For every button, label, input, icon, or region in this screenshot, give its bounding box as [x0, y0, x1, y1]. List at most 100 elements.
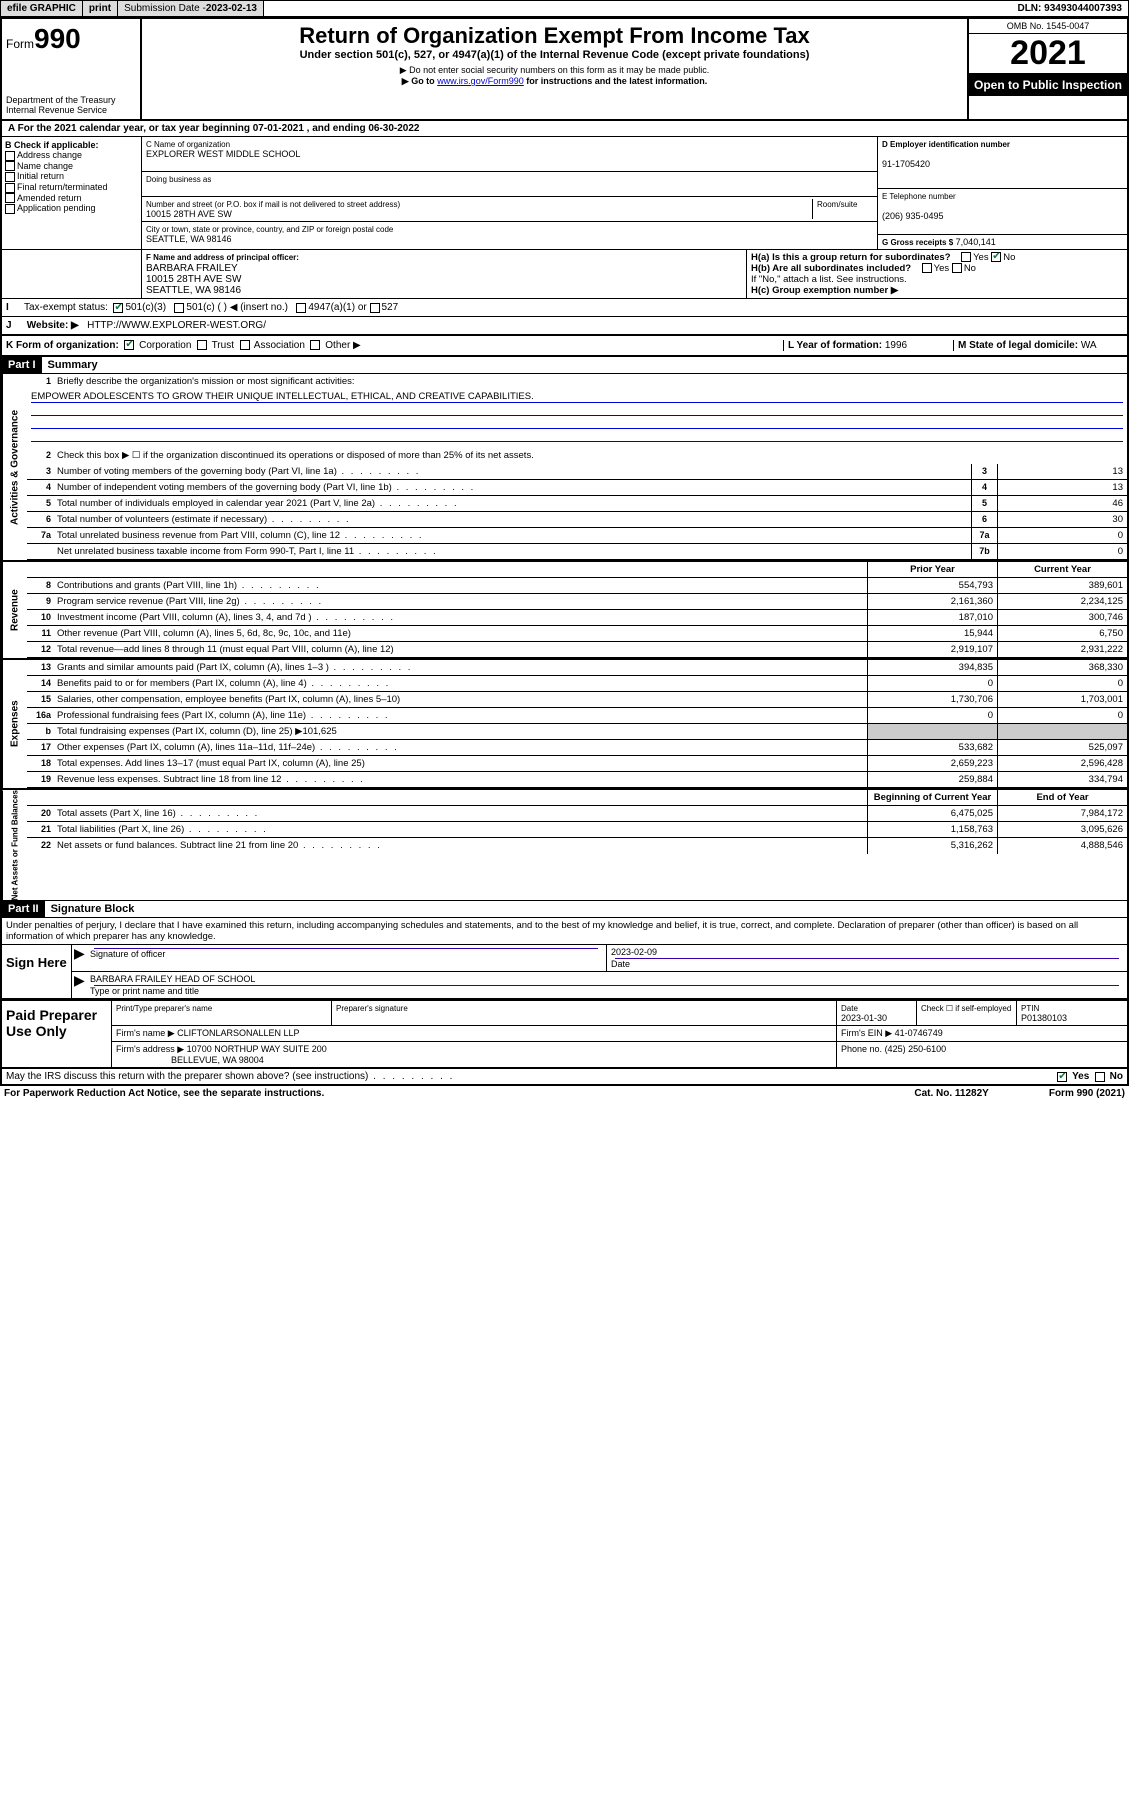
l20-c: 7,984,172	[997, 806, 1127, 821]
form-title: Return of Organization Exempt From Incom…	[146, 23, 963, 49]
checkbox-addr[interactable]	[5, 151, 15, 161]
part-1-header: Part I Summary	[2, 357, 1127, 374]
subtitle-2: ▶ Do not enter social security numbers o…	[146, 65, 963, 76]
summary-net-assets: Net Assets or Fund Balances Beginning of…	[2, 788, 1127, 901]
l7a-val: 0	[997, 528, 1127, 543]
l18-c: 2,596,428	[997, 756, 1127, 771]
form-page: Form990 Department of the Treasury Inter…	[0, 17, 1129, 1086]
state-domicile: WA	[1081, 340, 1097, 351]
form-number: Form990	[6, 23, 136, 55]
firm-name: CLIFTONLARSONALLEN LLP	[177, 1028, 299, 1038]
section-c: C Name of organizationEXPLORER WEST MIDD…	[142, 137, 877, 249]
officer-sig-name: BARBARA FRAILEY HEAD OF SCHOOL	[90, 974, 255, 984]
irs-link[interactable]: www.irs.gov/Form990	[437, 76, 524, 86]
officer-addr2: SEATTLE, WA 98146	[146, 285, 241, 296]
submission-date: Submission Date - 2023-02-13	[118, 1, 264, 16]
l21-c: 3,095,626	[997, 822, 1127, 837]
l22-p: 5,316,262	[867, 838, 997, 854]
checkbox-amend[interactable]	[5, 193, 15, 203]
section-d-e-g: D Employer identification number91-17054…	[877, 137, 1127, 249]
hb-yes[interactable]	[922, 263, 932, 273]
summary-governance: Activities & Governance 1Briefly describ…	[2, 374, 1127, 560]
print-button[interactable]: print	[83, 1, 118, 16]
b-label: B Check if applicable:	[5, 140, 99, 150]
dept-label: Department of the Treasury	[6, 95, 136, 105]
year-formation: 1996	[885, 340, 907, 351]
l14-p: 0	[867, 676, 997, 691]
sig-declaration: Under penalties of perjury, I declare th…	[2, 918, 1127, 945]
l22-c: 4,888,546	[997, 838, 1127, 854]
l4-val: 13	[997, 480, 1127, 495]
firm-addr: 10700 NORTHUP WAY SUITE 200	[187, 1044, 327, 1054]
l7b-val: 0	[997, 544, 1127, 559]
l3-val: 13	[997, 464, 1127, 479]
city-state-zip: SEATTLE, WA 98146	[146, 234, 232, 244]
checkbox-app[interactable]	[5, 204, 15, 214]
checkbox-init[interactable]	[5, 172, 15, 182]
efile-button[interactable]: efile GRAPHIC	[1, 1, 83, 16]
cb-501c3[interactable]	[113, 303, 123, 313]
tax-exempt-row: I Tax-exempt status: 501(c)(3) 501(c) ( …	[2, 298, 1127, 317]
cb-corp[interactable]	[124, 340, 134, 350]
l9-p: 2,161,360	[867, 594, 997, 609]
discuss-no[interactable]	[1095, 1072, 1105, 1082]
ha-no[interactable]	[991, 252, 1001, 262]
sign-here-label: Sign Here	[2, 945, 72, 998]
l14-c: 0	[997, 676, 1127, 691]
k-l-m-row: K Form of organization: Corporation Trus…	[2, 336, 1127, 357]
l21-p: 1,158,763	[867, 822, 997, 837]
l15-p: 1,730,706	[867, 692, 997, 707]
l17-c: 525,097	[997, 740, 1127, 755]
checkbox-final[interactable]	[5, 183, 15, 193]
officer-name: BARBARA FRAILEY	[146, 263, 238, 274]
l12-c: 2,931,222	[997, 642, 1127, 657]
vtab-expenses: Expenses	[2, 660, 27, 788]
summary-revenue: Revenue Prior YearCurrent Year 8Contribu…	[2, 560, 1127, 658]
cb-527[interactable]	[370, 303, 380, 313]
h-a: H(a) Is this a group return for subordin…	[751, 252, 1123, 263]
paid-label: Paid Preparer Use Only	[2, 1001, 112, 1067]
tax-year-line: A For the 2021 calendar year, or tax yea…	[2, 121, 1127, 137]
paid-preparer: Paid Preparer Use Only Print/Type prepar…	[2, 1000, 1127, 1069]
ha-yes[interactable]	[961, 252, 971, 262]
top-toolbar: efile GRAPHIC print Submission Date - 20…	[0, 0, 1129, 17]
street-address: 10015 28TH AVE SW	[146, 209, 232, 219]
l6-val: 30	[997, 512, 1127, 527]
cb-assoc[interactable]	[240, 340, 250, 350]
l9-c: 2,234,125	[997, 594, 1127, 609]
form-ref: Form 990 (2021)	[1049, 1088, 1125, 1099]
subdate-label: Submission Date -	[124, 3, 206, 14]
cat-no: Cat. No. 11282Y	[914, 1088, 988, 1099]
cb-trust[interactable]	[197, 340, 207, 350]
cb-501c[interactable]	[174, 303, 184, 313]
firm-ein: 41-0746749	[895, 1028, 943, 1038]
h-b: H(b) Are all subordinates included? Yes …	[751, 263, 1123, 274]
l15-c: 1,703,001	[997, 692, 1127, 707]
open-inspection: Open to Public Inspection	[969, 74, 1127, 96]
vtab-revenue: Revenue	[2, 562, 27, 658]
l10-c: 300,746	[997, 610, 1127, 625]
vtab-governance: Activities & Governance	[2, 374, 27, 560]
dln: DLN: 93493044007393	[1011, 1, 1128, 16]
ptin: P01380103	[1021, 1013, 1067, 1023]
l19-c: 334,794	[997, 772, 1127, 787]
officer-addr1: 10015 28TH AVE SW	[146, 274, 241, 285]
arrow-icon: ▶	[72, 945, 86, 971]
h-c: H(c) Group exemption number ▶	[751, 285, 1123, 296]
l8-c: 389,601	[997, 578, 1127, 593]
prep-date: 2023-01-30	[841, 1013, 887, 1023]
section-b-c-d: B Check if applicable: Address change Na…	[2, 137, 1127, 249]
website-row: J Website: ▶ HTTP://WWW.EXPLORER-WEST.OR…	[2, 317, 1127, 336]
cb-other[interactable]	[310, 340, 320, 350]
org-name: EXPLORER WEST MIDDLE SCHOOL	[146, 149, 300, 159]
tax-year: 2021	[969, 34, 1127, 74]
subtitle-1: Under section 501(c), 527, or 4947(a)(1)…	[146, 49, 963, 61]
discuss-yes[interactable]	[1057, 1072, 1067, 1082]
subdate-value: 2023-02-13	[206, 3, 257, 14]
checkbox-name[interactable]	[5, 161, 15, 171]
cb-4947[interactable]	[296, 303, 306, 313]
l11-p: 15,944	[867, 626, 997, 641]
form-header: Form990 Department of the Treasury Inter…	[2, 19, 1127, 121]
hb-no[interactable]	[952, 263, 962, 273]
gross-receipts: 7,040,141	[956, 237, 996, 247]
